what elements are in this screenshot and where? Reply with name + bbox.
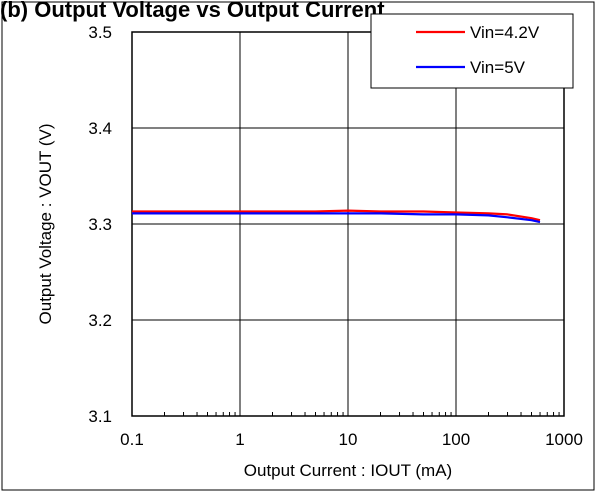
series-line-0 [132,209,541,222]
x-tick-label: 1000 [545,430,583,449]
y-tick-label: 3.5 [88,23,112,42]
y-axis-label: Output Voltage : VOUT (V) [36,124,55,325]
legend-items: Vin=4.2V Vin=5V [416,23,540,77]
legend-box [370,13,574,89]
legend-label-1: Vin=5V [470,58,526,77]
series-lines [132,209,541,224]
y-tick-label: 3.4 [88,119,112,138]
legend-label-0: Vin=4.2V [470,23,540,42]
x-tick-label: 0.1 [120,430,144,449]
x-tick-label: 1 [235,430,244,449]
x-tick-labels: 0.1 1 10 100 1000 [120,430,583,449]
plot-area-border [131,31,565,417]
legend: Vin=4.2V Vin=5V [370,13,574,89]
y-tick-label: 3.3 [88,215,112,234]
x-tick-label: 10 [339,430,358,449]
grid [131,31,565,417]
y-tick-label: 3.2 [88,311,112,330]
chart-title: (b) Output Voltage vs Output Current [0,0,385,22]
x-tick-label: 100 [442,430,470,449]
series-line-1 [132,212,541,224]
y-tick-label: 3.1 [88,407,112,426]
y-tick-labels: 3.1 3.2 3.3 3.4 3.5 [88,23,112,426]
x-axis-label: Output Current : IOUT (mA) [244,461,452,480]
